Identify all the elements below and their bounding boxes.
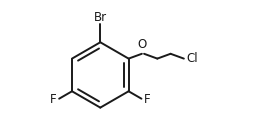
Text: F: F xyxy=(144,93,151,106)
Text: F: F xyxy=(50,93,56,106)
Text: O: O xyxy=(137,38,146,51)
Text: Br: Br xyxy=(94,11,107,24)
Text: Cl: Cl xyxy=(186,52,198,65)
